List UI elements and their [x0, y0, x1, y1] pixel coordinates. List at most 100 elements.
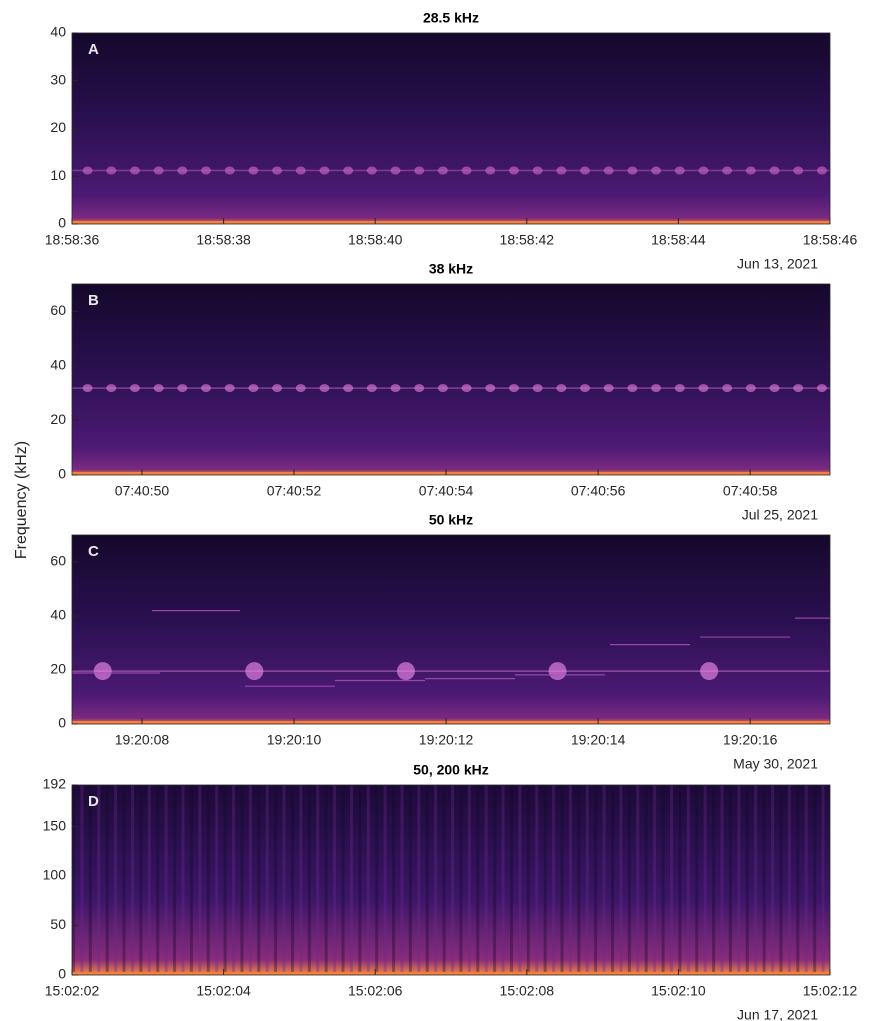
stripe	[695, 785, 699, 975]
stripe	[316, 785, 320, 975]
stripe	[383, 785, 387, 975]
pulse	[319, 166, 330, 175]
stripe	[476, 785, 480, 975]
stripe	[417, 785, 421, 975]
stripe	[240, 785, 244, 975]
pulse	[793, 384, 804, 393]
stripe	[114, 785, 118, 975]
spectrogram-image	[72, 33, 830, 224]
stripe	[661, 785, 665, 975]
stripe	[787, 785, 791, 975]
pulse	[177, 384, 188, 393]
stripe	[585, 785, 589, 975]
y-tick-label: 0	[58, 715, 66, 731]
y-tick-label: 30	[50, 71, 66, 87]
panel-title: 28.5 kHz	[423, 10, 479, 26]
pulse	[129, 166, 140, 175]
date-label: Jul 25, 2021	[742, 507, 818, 523]
axes-frame	[71, 784, 831, 976]
stripe	[164, 785, 168, 975]
pulse	[485, 166, 496, 175]
spectrogram-image	[72, 535, 830, 724]
stripe	[299, 785, 303, 975]
pulse	[396, 662, 415, 681]
x-tick-label: 18:58:42	[500, 232, 555, 248]
panel-title: 50, 200 kHz	[413, 762, 489, 778]
pulse	[651, 166, 662, 175]
pulse	[745, 166, 756, 175]
pulse	[245, 662, 264, 681]
pulse	[224, 166, 235, 175]
stripe	[88, 785, 92, 975]
stripe	[627, 785, 631, 975]
pulse	[722, 166, 733, 175]
stripe	[737, 785, 741, 975]
pulse	[532, 384, 543, 393]
x-tick-label: 19:20:14	[571, 732, 626, 748]
stripe	[560, 785, 564, 975]
pulse	[580, 384, 591, 393]
pulse	[414, 166, 425, 175]
pulse	[295, 166, 306, 175]
pulse	[461, 166, 472, 175]
stripe	[265, 785, 269, 975]
stripe	[282, 785, 286, 975]
stripe	[181, 785, 185, 975]
stripe	[484, 785, 488, 975]
pulse	[295, 384, 306, 393]
stripe	[653, 785, 657, 975]
pulse	[82, 166, 93, 175]
stripe	[467, 785, 471, 975]
stripe	[771, 785, 775, 975]
pulse	[580, 166, 591, 175]
stripe	[232, 785, 236, 975]
spectrogram-panel	[71, 283, 831, 476]
x-tick-label: 19:20:16	[723, 732, 778, 748]
panel-title: 50 kHz	[429, 512, 473, 528]
pulse	[343, 166, 354, 175]
y-tick-label: 192	[43, 776, 67, 792]
stripe	[274, 785, 278, 975]
y-tick-label: 20	[50, 411, 66, 427]
x-tick-label: 07:40:52	[267, 483, 322, 499]
stripe	[686, 785, 690, 975]
pulse	[177, 166, 188, 175]
stripe	[636, 785, 640, 975]
stripe	[80, 785, 84, 975]
x-tick-label: 18:58:36	[45, 232, 100, 248]
stripe	[577, 785, 581, 975]
pulse	[532, 166, 543, 175]
stripe	[189, 785, 193, 975]
stripe	[568, 785, 572, 975]
stripe	[543, 785, 547, 975]
pulse	[651, 384, 662, 393]
pulse	[508, 384, 519, 393]
y-tick-label: 100	[43, 867, 67, 883]
stripe	[147, 785, 151, 975]
pulse	[745, 384, 756, 393]
x-tick-label: 18:58:46	[803, 232, 858, 248]
stripe	[122, 785, 126, 975]
y-tick-label: 40	[50, 24, 66, 40]
y-tick-label: 10	[50, 167, 66, 183]
pulse	[319, 384, 330, 393]
stripe	[290, 785, 294, 975]
pulse	[508, 166, 519, 175]
pulse	[674, 166, 685, 175]
y-tick-label: 40	[50, 357, 66, 373]
stripe	[307, 785, 311, 975]
stripe	[813, 785, 817, 975]
pulse	[366, 384, 377, 393]
y-tick-label: 150	[43, 817, 67, 833]
pulse	[153, 384, 164, 393]
stripe	[669, 785, 673, 975]
x-tick-label: 15:02:02	[45, 983, 100, 999]
pulse	[390, 166, 401, 175]
pulse	[437, 384, 448, 393]
pulse	[700, 662, 719, 681]
panel-label: C	[88, 543, 99, 560]
stripe	[720, 785, 724, 975]
pulse	[201, 166, 212, 175]
x-tick-label: 15:02:08	[500, 983, 555, 999]
